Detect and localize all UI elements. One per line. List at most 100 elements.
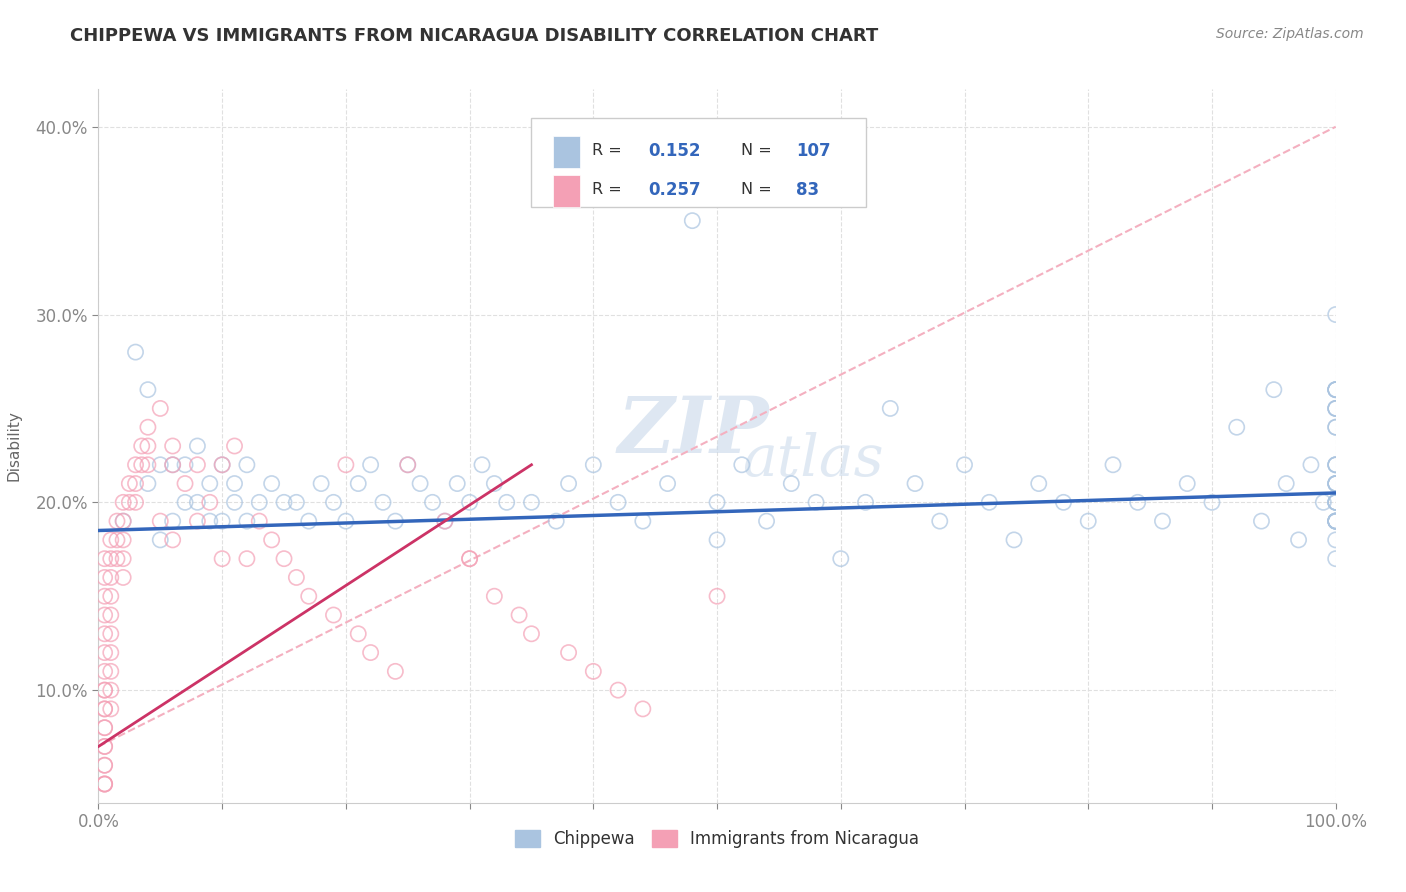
- Point: [1102, 458, 1125, 472]
- Point: [198, 514, 221, 528]
- Point: [979, 495, 1001, 509]
- Point: [1175, 476, 1198, 491]
- Point: [100, 551, 122, 566]
- Point: [1324, 514, 1347, 528]
- Point: [124, 345, 146, 359]
- Point: [124, 476, 146, 491]
- Point: [731, 458, 754, 472]
- Point: [211, 458, 233, 472]
- Point: [186, 495, 208, 509]
- Point: [93, 607, 115, 622]
- Point: [136, 420, 159, 434]
- Point: [224, 439, 246, 453]
- Point: [953, 458, 976, 472]
- Point: [1324, 383, 1347, 397]
- Point: [780, 476, 803, 491]
- Point: [93, 721, 115, 735]
- Point: [100, 665, 122, 679]
- Point: [93, 777, 115, 791]
- Point: [446, 476, 468, 491]
- Point: [224, 476, 246, 491]
- Point: [285, 495, 308, 509]
- Point: [149, 533, 172, 547]
- Point: [174, 495, 197, 509]
- Point: [1152, 514, 1174, 528]
- Point: [1324, 420, 1347, 434]
- Point: [211, 458, 233, 472]
- Point: [1324, 458, 1347, 472]
- Point: [93, 702, 115, 716]
- Point: [1324, 383, 1347, 397]
- Point: [384, 665, 406, 679]
- Point: [100, 607, 122, 622]
- Text: N =: N =: [741, 182, 776, 197]
- Point: [162, 458, 184, 472]
- Point: [260, 533, 283, 547]
- Point: [582, 665, 605, 679]
- Point: [93, 758, 115, 772]
- Text: N =: N =: [741, 144, 776, 159]
- Point: [557, 646, 579, 660]
- Point: [1250, 514, 1272, 528]
- Point: [458, 551, 481, 566]
- Point: [371, 495, 394, 509]
- Point: [1324, 401, 1347, 416]
- Point: [360, 646, 382, 660]
- Point: [631, 514, 654, 528]
- Point: [247, 514, 270, 528]
- Point: [211, 551, 233, 566]
- Point: [186, 458, 208, 472]
- Point: [136, 439, 159, 453]
- Point: [631, 702, 654, 716]
- Point: [1201, 495, 1223, 509]
- Bar: [553, 175, 579, 207]
- Point: [706, 589, 728, 603]
- Point: [1126, 495, 1149, 509]
- Point: [93, 739, 115, 754]
- Legend: Chippewa, Immigrants from Nicaragua: Chippewa, Immigrants from Nicaragua: [509, 823, 925, 855]
- Point: [1299, 458, 1322, 472]
- Text: 0.152: 0.152: [648, 142, 700, 160]
- Point: [124, 495, 146, 509]
- Point: [273, 495, 295, 509]
- Point: [100, 646, 122, 660]
- Point: [186, 439, 208, 453]
- Point: [1324, 458, 1347, 472]
- Point: [607, 683, 630, 698]
- Point: [236, 458, 259, 472]
- Point: [433, 514, 456, 528]
- Text: Source: ZipAtlas.com: Source: ZipAtlas.com: [1216, 27, 1364, 41]
- Point: [360, 458, 382, 472]
- Point: [93, 777, 115, 791]
- Point: [396, 458, 419, 472]
- Point: [1077, 514, 1099, 528]
- Point: [131, 439, 153, 453]
- Text: ZIP: ZIP: [619, 393, 769, 470]
- Point: [557, 476, 579, 491]
- Point: [118, 495, 141, 509]
- Point: [136, 383, 159, 397]
- Point: [1028, 476, 1050, 491]
- Text: 83: 83: [796, 181, 820, 199]
- Point: [93, 758, 115, 772]
- Point: [93, 646, 115, 660]
- Point: [112, 551, 135, 566]
- Point: [322, 495, 344, 509]
- Point: [105, 551, 128, 566]
- Point: [904, 476, 927, 491]
- Point: [149, 458, 172, 472]
- Point: [1324, 383, 1347, 397]
- Point: [1324, 458, 1347, 472]
- Point: [93, 683, 115, 698]
- Point: [93, 665, 115, 679]
- Point: [396, 458, 419, 472]
- Point: [112, 533, 135, 547]
- Point: [149, 514, 172, 528]
- Point: [93, 627, 115, 641]
- Point: [706, 533, 728, 547]
- Point: [1324, 514, 1347, 528]
- Point: [1324, 514, 1347, 528]
- Point: [830, 551, 852, 566]
- Point: [1324, 383, 1347, 397]
- Point: [520, 627, 543, 641]
